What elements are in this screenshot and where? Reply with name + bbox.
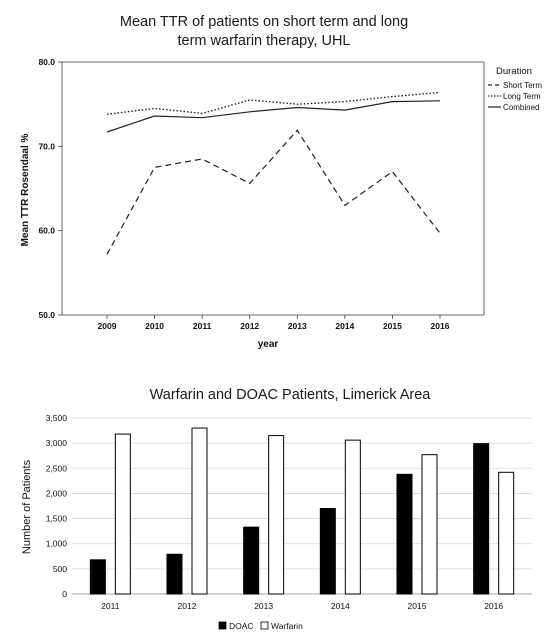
patients-y-tick-label: 2,000: [46, 488, 68, 498]
ttr-legend: Duration Short Term Long Term Combined: [488, 66, 542, 112]
ttr-x-ticks: 2009 2010 2011 2012 2013 2014 2015 2016: [98, 315, 450, 331]
patients-legend-label: Warfarin: [271, 621, 303, 631]
bar-doac-2016: [473, 443, 490, 595]
ttr-y-ticks: 50.0 60.0 70.0 80.0: [38, 57, 62, 320]
bar-warfarin-2016: [498, 471, 515, 595]
ttr-y-tick-label: 80.0: [38, 57, 55, 67]
ttr-plot-frame: [61, 61, 485, 316]
bar-warfarin-2011: [114, 433, 131, 595]
patients-y-tick-label: 1,500: [46, 514, 68, 524]
bar-doac-2014: [319, 508, 336, 595]
ttr-chart-title-line1: Mean TTR of patients on short term and l…: [120, 14, 408, 30]
patients-chart-title: Warfarin and DOAC Patients, Limerick Are…: [150, 387, 432, 403]
patients-y-tick-label: 3,000: [46, 438, 68, 448]
bar-doac-2013: [243, 526, 260, 595]
patients-x-ticks: 2011 2012 2013 2014 2015 2016: [101, 601, 503, 611]
ttr-y-axis-label: Mean TTR Rosendaal %: [20, 134, 31, 247]
ttr-chart-title-line2: term warfarin therapy, UHL: [178, 33, 351, 49]
ttr-legend-label: Short Term: [503, 81, 542, 90]
patients-x-tick-label: 2012: [178, 601, 197, 611]
patients-x-tick-label: 2015: [408, 601, 427, 611]
bar-warfarin-2012: [191, 427, 208, 595]
patients-legend-label: DOAC: [229, 621, 254, 631]
ttr-legend-label: Long Term: [503, 92, 541, 101]
ttr-x-tick-label: 2015: [383, 321, 402, 331]
ttr-y-tick-label: 70.0: [38, 141, 55, 151]
patients-y-axis-label: Number of Patients: [21, 459, 33, 554]
patients-legend: DOAC Warfarin: [218, 621, 303, 631]
ttr-y-tick-label: 50.0: [38, 310, 55, 320]
ttr-line-long-term: [106, 91, 441, 115]
ttr-x-tick-label: 2014: [335, 321, 354, 331]
ttr-x-tick-label: 2013: [288, 321, 307, 331]
patients-legend-swatch: [218, 621, 227, 630]
ttr-x-tick-label: 2016: [431, 321, 450, 331]
ttr-x-tick-label: 2012: [240, 321, 259, 331]
bar-doac-2012: [166, 553, 183, 595]
bar-warfarin-2013: [268, 435, 285, 595]
ttr-x-tick-label: 2011: [193, 321, 212, 331]
ttr-x-tick-label: 2009: [98, 321, 117, 331]
patients-bars: [89, 427, 515, 595]
patients-x-tick-label: 2013: [254, 601, 273, 611]
patients-x-tick-label: 2011: [101, 601, 120, 611]
patients-y-tick-label: 3,500: [46, 413, 68, 423]
patients-y-tick-label: 500: [53, 564, 67, 574]
patients-y-tick-label: 1,000: [46, 539, 68, 549]
bar-doac-2011: [89, 559, 106, 595]
patients-gridlines: [72, 417, 532, 595]
ttr-series-lines: [106, 91, 441, 255]
ttr-line-combined: [106, 100, 441, 133]
patients-legend-swatch: [260, 621, 269, 630]
bar-warfarin-2014: [344, 439, 361, 595]
patients-y-tick-label: 2,500: [46, 463, 68, 473]
ttr-legend-label: Combined: [503, 103, 539, 112]
ttr-y-tick-label: 60.0: [38, 226, 55, 236]
patients-x-tick-label: 2014: [331, 601, 350, 611]
ttr-x-tick-label: 2010: [145, 321, 164, 331]
ttr-x-axis-label: year: [258, 339, 279, 350]
patients-y-ticks: 0 500 1,000 1,500 2,000 2,500 3,000 3,500: [46, 413, 68, 599]
patients-bar-chart: Warfarin and DOAC Patients, Limerick Are…: [21, 387, 532, 631]
patients-y-tick-label: 0: [62, 589, 67, 599]
bar-doac-2015: [396, 473, 413, 595]
ttr-line-chart: Mean TTR of patients on short term and l…: [20, 14, 542, 350]
bar-warfarin-2015: [421, 454, 438, 595]
ttr-legend-title: Duration: [496, 66, 532, 77]
patients-x-tick-label: 2016: [484, 601, 503, 611]
